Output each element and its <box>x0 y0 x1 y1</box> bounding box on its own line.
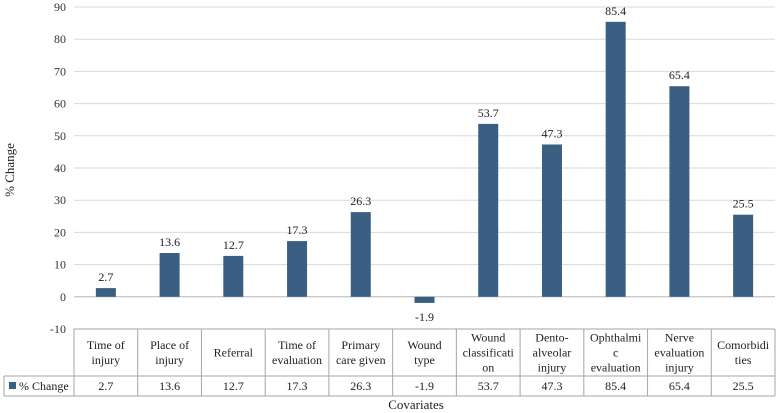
bar <box>95 288 116 297</box>
table-value: 12.7 <box>223 379 244 393</box>
y-tick-label: 40 <box>54 161 66 175</box>
gridlines <box>74 6 775 330</box>
data-labels: 2.7 13.6 12.7 17.3 26.3 -1.9 53.7 47.3 85.4 65.4 2… <box>98 4 753 324</box>
y-tick-label: 20 <box>54 225 66 239</box>
data-label: 25.5 <box>733 197 754 211</box>
y-axis-tick-labels: -10 0 10 20 30 40 50 60 70 80 90 <box>50 0 66 336</box>
table-value: 2.7 <box>98 379 113 393</box>
data-label: 12.7 <box>223 238 244 252</box>
legend-swatch <box>9 382 16 389</box>
bars <box>95 21 754 303</box>
y-tick-label: 10 <box>54 258 66 272</box>
table-value: 17.3 <box>287 379 308 393</box>
bar <box>223 255 244 297</box>
y-tick-label: 60 <box>54 97 66 111</box>
x-category-label: Nerve evaluation injury <box>654 331 704 375</box>
x-category-label: Wound classificati on <box>463 331 515 375</box>
data-label: 17.3 <box>287 223 308 237</box>
x-axis-title: Covariates <box>388 397 444 412</box>
table-value: 13.6 <box>159 379 180 393</box>
table-value: 25.5 <box>733 379 754 393</box>
bar <box>541 144 562 297</box>
data-label: 2.7 <box>98 270 113 284</box>
y-tick-label: 70 <box>54 64 66 78</box>
data-label: 13.6 <box>159 235 180 249</box>
y-axis-title: % Change <box>2 143 17 197</box>
data-label: 47.3 <box>541 126 562 140</box>
x-category-label: Primary care given <box>336 338 386 367</box>
bar <box>287 241 308 297</box>
y-tick-label: 80 <box>54 32 66 46</box>
bar <box>605 21 626 297</box>
bar <box>669 86 690 297</box>
y-tick-label: 90 <box>54 0 66 14</box>
x-category-label: Place of injury <box>150 338 189 367</box>
bar <box>733 214 754 297</box>
x-category-label: Dento-alveolar injury <box>533 331 572 375</box>
data-label: 65.4 <box>669 68 690 82</box>
legend-label: % Change <box>19 379 69 393</box>
x-category-label: Wound type <box>407 338 441 367</box>
data-label: 26.3 <box>350 194 371 208</box>
x-category-label: Time of evaluation <box>272 338 322 367</box>
data-label: 85.4 <box>605 4 626 18</box>
x-category-label: Ophthalmi c evaluation <box>590 331 642 375</box>
table-value: 26.3 <box>350 379 371 393</box>
data-table: Time of injury Place of injury Referral Time … <box>3 328 776 397</box>
bar <box>478 123 499 297</box>
x-category-label: Time of injury <box>87 338 125 367</box>
table-value: 65.4 <box>669 379 690 393</box>
table-value: -1.9 <box>415 379 434 393</box>
y-tick-label: -10 <box>50 322 66 336</box>
bar <box>350 212 371 297</box>
y-tick-label: 30 <box>54 193 66 207</box>
bar <box>414 296 435 303</box>
bar <box>159 253 180 297</box>
y-tick-label: 50 <box>54 129 66 143</box>
table-value: 85.4 <box>605 379 626 393</box>
data-label: 53.7 <box>478 106 499 120</box>
x-category-label: Comorbidi ties <box>717 338 770 367</box>
table-value: 53.7 <box>478 379 499 393</box>
y-tick-label: 0 <box>60 290 66 304</box>
table-value: 47.3 <box>541 379 562 393</box>
data-label: -1.9 <box>415 310 434 324</box>
x-category-label: Referral <box>214 346 254 360</box>
